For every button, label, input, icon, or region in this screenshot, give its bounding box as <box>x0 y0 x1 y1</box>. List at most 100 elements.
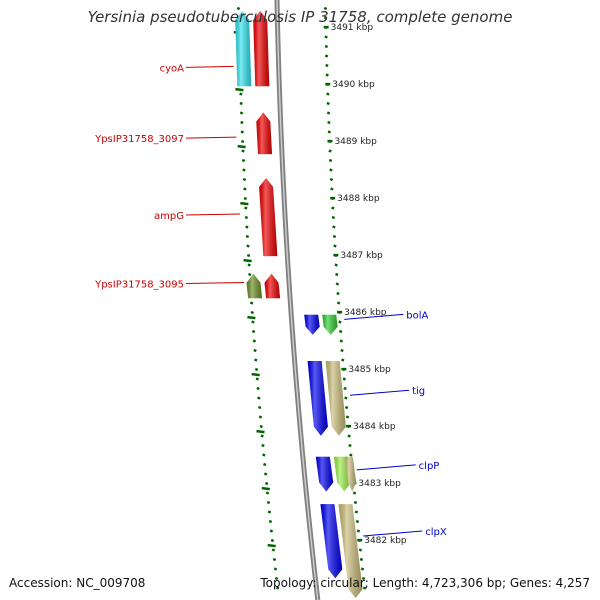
tick-mark <box>349 453 353 457</box>
tick-mark <box>332 234 337 239</box>
tick-mark <box>359 557 364 562</box>
gene-arrow-shade <box>259 178 278 257</box>
tick-mark <box>248 272 252 277</box>
tick-mark <box>334 263 338 267</box>
tick-mark <box>264 481 269 486</box>
tick-mark <box>339 339 344 343</box>
tick-mark <box>358 548 363 552</box>
tick-mark <box>261 443 265 448</box>
tick-mark <box>331 215 336 220</box>
gene-arrow-shade <box>235 11 252 87</box>
tick-mark <box>262 453 266 457</box>
tick-mark <box>247 263 251 267</box>
tick-mark <box>335 272 339 277</box>
tick-mark <box>250 310 254 315</box>
gene-label-connector <box>363 530 423 537</box>
gene-label-left: YpsIP31758_3097 <box>94 134 184 145</box>
gene-label-right: clpX <box>425 527 447 538</box>
tick-mark-major <box>235 87 244 92</box>
tick-mark <box>272 557 277 562</box>
gene-arrow-shade <box>320 504 343 579</box>
gene-label-connector <box>185 213 241 216</box>
tick-mark <box>353 500 358 505</box>
tick-mark <box>267 510 272 514</box>
gene-label-connector <box>185 65 234 68</box>
tick-mark-major <box>240 201 249 206</box>
tick-mark <box>361 576 366 581</box>
tick-mark <box>331 206 335 210</box>
tick-mark <box>335 282 340 286</box>
tick-mark <box>336 301 341 305</box>
tick-mark <box>344 405 349 410</box>
tick-mark <box>326 92 330 96</box>
gene-arrow-shade <box>325 361 346 436</box>
tick-mark-major <box>247 315 256 320</box>
tick-mark <box>242 168 246 172</box>
tick-mark <box>239 111 244 115</box>
tick-mark <box>252 339 257 343</box>
tick-mark <box>241 158 246 163</box>
tick-mark <box>362 586 367 590</box>
gene-arrow-shade <box>315 456 334 492</box>
genome-backbone <box>274 0 321 600</box>
kbp-label: 3485 kbp <box>348 365 391 375</box>
tick-mark <box>257 396 261 400</box>
tick-mark <box>258 415 263 419</box>
tick-mark <box>327 120 331 125</box>
tick-mark <box>246 253 251 258</box>
map-title: Yersinia pseudotuberculosis IP 31758, co… <box>87 8 513 26</box>
kbp-label: 3487 kbp <box>340 251 383 261</box>
gene-label-connector <box>185 136 237 139</box>
tick-mark <box>239 92 243 96</box>
tick-mark <box>240 139 245 144</box>
tick-mark <box>253 348 257 353</box>
tick-mark <box>268 519 273 524</box>
tick-mark-major <box>261 486 270 491</box>
tick-mark <box>249 301 254 305</box>
gene-arrow-shade <box>246 273 263 299</box>
tick-mark <box>260 434 264 438</box>
accession-text: Accession: NC_009708 <box>9 576 146 590</box>
tick-mark <box>355 519 360 524</box>
tick-mark <box>328 158 333 163</box>
gene-arrow-shade <box>264 273 281 299</box>
tick-mark <box>329 168 333 172</box>
tick-mark <box>356 529 361 533</box>
tick-mark <box>271 548 276 552</box>
gene-label-connector <box>185 281 245 284</box>
tick-mark <box>347 434 351 438</box>
tick-mark <box>344 396 348 400</box>
tick-mark <box>326 111 331 115</box>
tick-mark <box>263 462 267 467</box>
tick-mark <box>256 386 260 391</box>
tick-mark <box>354 510 359 514</box>
kbp-label: 3491 kbp <box>331 23 374 33</box>
gene-label-connector <box>356 464 416 471</box>
gene-arrow-shade <box>253 11 270 87</box>
tick-mark <box>326 101 330 106</box>
gene-arrow-shade <box>304 314 320 335</box>
tick-mark <box>352 491 357 495</box>
tick-mark <box>330 187 334 191</box>
tick-mark <box>239 101 243 106</box>
tick-mark <box>274 576 279 581</box>
tick-mark <box>240 120 244 125</box>
tick-mark <box>324 44 329 49</box>
tick-mark <box>273 567 278 571</box>
gene-arrow-shade <box>338 504 363 599</box>
tick-mark <box>241 149 245 153</box>
tick-mark <box>251 329 256 334</box>
tick-mark <box>324 54 329 58</box>
tick-mark-major <box>243 258 252 263</box>
gene-label-left: cyoA <box>160 63 185 74</box>
tick-mark <box>269 529 274 533</box>
tick-mark <box>323 16 328 20</box>
gene-label-right: tig <box>412 386 425 397</box>
gene-label-left: YpsIP31758_3095 <box>94 279 184 290</box>
tick-mark <box>245 225 249 229</box>
tick-mark <box>328 149 332 153</box>
gene-label-left: ampG <box>154 211 184 222</box>
label-layer: 3491 kbp 3490 kbp 3489 kbp 3488 kbp 3487 kbp… <box>94 23 447 546</box>
topology-summary: Topology: circular; Length: 4,723,306 bp… <box>260 576 590 590</box>
